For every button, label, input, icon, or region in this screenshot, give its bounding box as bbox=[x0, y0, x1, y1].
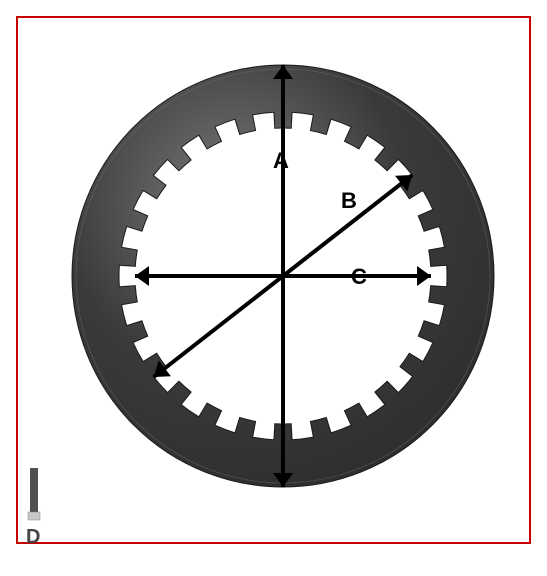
diagram-frame: A B C D bbox=[16, 16, 531, 544]
thickness-icon bbox=[28, 468, 40, 520]
dimension-label-d: D bbox=[26, 526, 40, 549]
dimension-label-a: A bbox=[273, 148, 289, 174]
dimension-label-b: B bbox=[341, 188, 357, 214]
dimension-label-c: C bbox=[351, 264, 367, 290]
clutch-plate-diagram bbox=[18, 18, 533, 546]
